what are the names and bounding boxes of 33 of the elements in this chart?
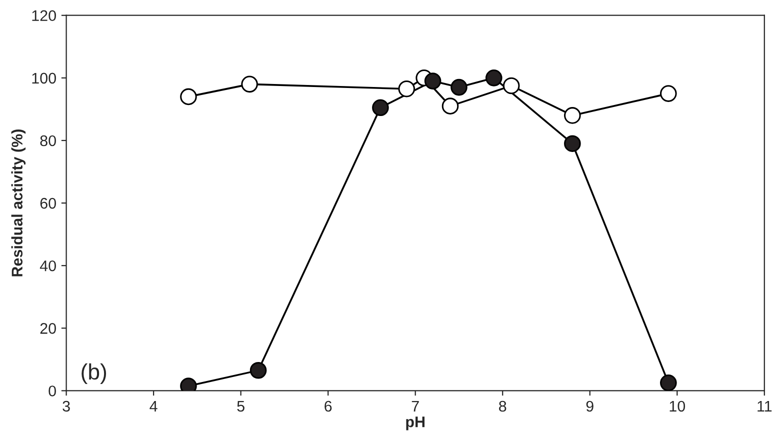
point: [660, 374, 677, 391]
y-tick-label: 60: [40, 198, 56, 209]
y-tick-label: 40: [40, 260, 56, 272]
point: [450, 78, 468, 96]
point: [660, 85, 677, 102]
y-tick-label: 20: [40, 323, 56, 334]
point: [502, 77, 520, 94]
annotation: (b): [82, 363, 106, 384]
x-tick-label: 3: [62, 400, 70, 412]
x-tick-label: 7: [412, 400, 419, 412]
point: [372, 99, 389, 116]
y-tick-label: 80: [40, 135, 56, 146]
x-tick-label: 10: [670, 400, 686, 412]
x-tick-label: 6: [324, 400, 332, 412]
point: [241, 76, 258, 93]
y-axis-title: Residual activity (%): [11, 130, 26, 276]
point: [564, 107, 581, 124]
point: [442, 98, 459, 114]
point: [398, 80, 416, 98]
x-tick-label: 11: [758, 400, 772, 412]
point: [424, 72, 442, 90]
point: [485, 70, 502, 86]
x-tick-label: 5: [237, 400, 244, 412]
x-tick-label: 8: [499, 400, 506, 412]
point: [564, 135, 581, 152]
point: [250, 362, 267, 379]
point: [180, 88, 197, 106]
y-tick-label: 100: [32, 72, 56, 84]
y-tick-label: 120: [32, 10, 56, 22]
x-tick-label: 9: [586, 400, 594, 412]
x-axis-title: pH: [406, 416, 425, 430]
y-tick-label: 0: [48, 386, 56, 396]
x-tick-label: 4: [150, 400, 158, 412]
